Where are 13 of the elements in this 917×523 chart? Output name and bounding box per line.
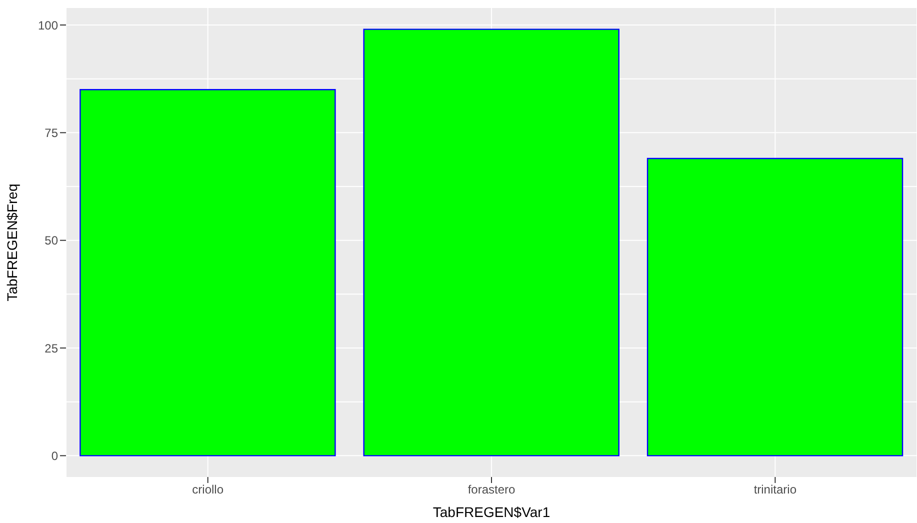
x-axis-title: TabFREGEN$Var1	[432, 504, 550, 520]
y-tick-label: 50	[44, 234, 58, 248]
x-tick-label: criollo	[192, 482, 224, 497]
y-tick-label: 0	[51, 448, 58, 463]
y-tick-label: 25	[44, 341, 58, 356]
bar	[646, 158, 904, 456]
bar	[363, 28, 620, 456]
bar	[80, 89, 336, 456]
y-tick-label: 100	[38, 18, 58, 32]
x-tick-label: trinitario	[754, 482, 797, 497]
y-axis-title: TabFREGEN$Freq	[4, 184, 20, 302]
y-tick-label: 75	[44, 126, 58, 140]
x-tick-label: forastero	[468, 482, 516, 497]
